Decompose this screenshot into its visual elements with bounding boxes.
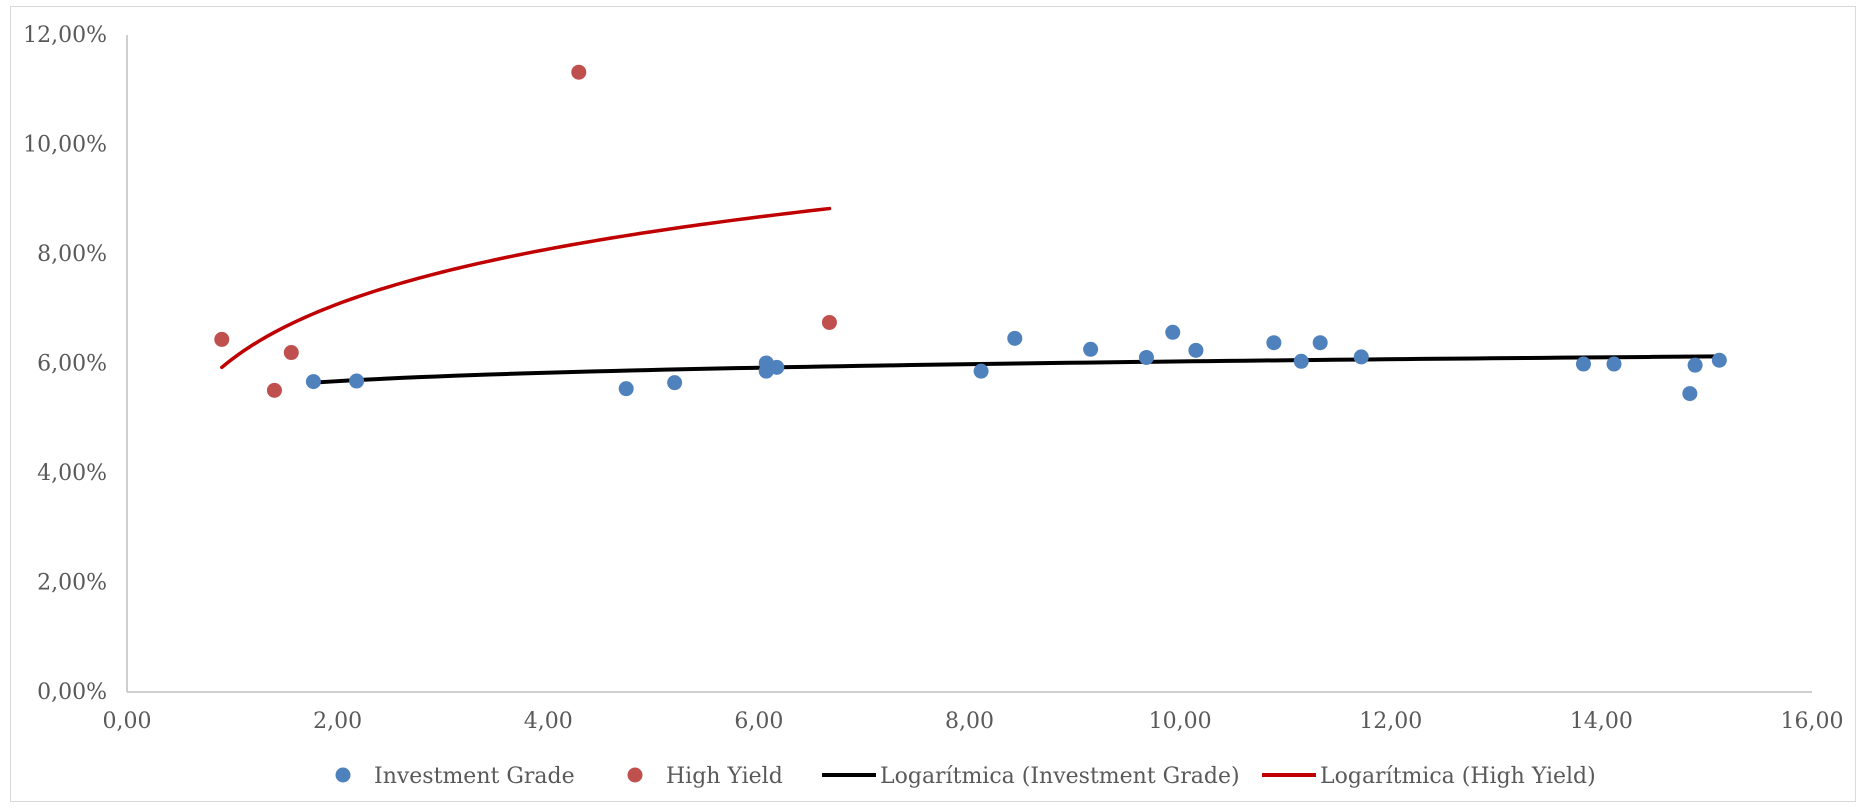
chart-area [10,6,1856,802]
y-tick-label: 0,00% [37,680,107,705]
point-investment-grade [1165,324,1181,340]
point-investment-grade [1138,349,1154,365]
point-investment-grade [1682,386,1698,402]
point-high-yield [214,331,230,347]
point-investment-grade [618,381,634,397]
y-tick-label: 2,00% [37,571,107,596]
x-tick-labels: 0,00 2,00 4,00 6,00 8,00 10,00 12,00 14,00 16,00 [103,709,1844,734]
point-investment-grade [1312,335,1328,351]
x-tick-label: 6,00 [734,709,783,734]
point-investment-grade [1353,349,1369,365]
x-tick-label: 8,00 [945,709,994,734]
point-investment-grade [1266,335,1282,351]
legend: Investment Grade High Yield Logarítmica (I… [335,764,1596,789]
point-high-yield [266,382,282,398]
legend-marker-investment-grade [335,767,351,783]
trendline-investment-grade [311,354,1722,385]
point-investment-grade [1575,356,1591,372]
point-investment-grade [1293,353,1309,369]
point-investment-grade [1188,342,1204,358]
y-tick-label: 8,00% [37,242,107,267]
legend-marker-high-yield [627,767,643,783]
y-tick-label: 12,00% [23,23,107,48]
x-tick-label: 12,00 [1359,709,1422,734]
legend-label-high-yield: High Yield [666,764,783,789]
legend-label-investment-grade: Investment Grade [374,764,575,789]
point-high-yield [821,314,837,330]
point-investment-grade [1711,352,1727,368]
point-investment-grade [305,374,321,390]
point-investment-grade [667,375,683,391]
legend-label-logar-tmica-high-yield: Logarítmica (High Yield) [1320,764,1596,789]
point-investment-grade [769,359,785,375]
x-tick-label: 14,00 [1570,709,1633,734]
y-tick-label: 6,00% [37,352,107,377]
data-points [214,64,1727,402]
point-high-yield [571,64,587,80]
trendlines [220,206,1722,385]
y-tick-label: 10,00% [23,133,107,158]
x-tick-label: 0,00 [103,709,152,734]
legend-label-logar-tmica-investment-grade: Logarítmica (Investment Grade) [880,764,1240,789]
x-tick-label: 4,00 [524,709,573,734]
axes [126,35,1812,693]
point-investment-grade [1687,357,1703,373]
point-investment-grade [1606,356,1622,372]
point-investment-grade [349,373,365,389]
trendline-high-yield [220,206,832,370]
point-investment-grade [1083,341,1099,357]
point-investment-grade [1007,330,1023,346]
x-tick-label: 10,00 [1149,709,1212,734]
y-tick-label: 4,00% [37,461,107,486]
x-tick-label: 16,00 [1781,709,1844,734]
y-tick-labels: 0,00% 2,00% 4,00% 6,00% 8,00% 10,00% 12,00% [23,23,107,705]
point-investment-grade [973,363,989,379]
point-high-yield [283,345,299,361]
x-tick-label: 2,00 [313,709,362,734]
